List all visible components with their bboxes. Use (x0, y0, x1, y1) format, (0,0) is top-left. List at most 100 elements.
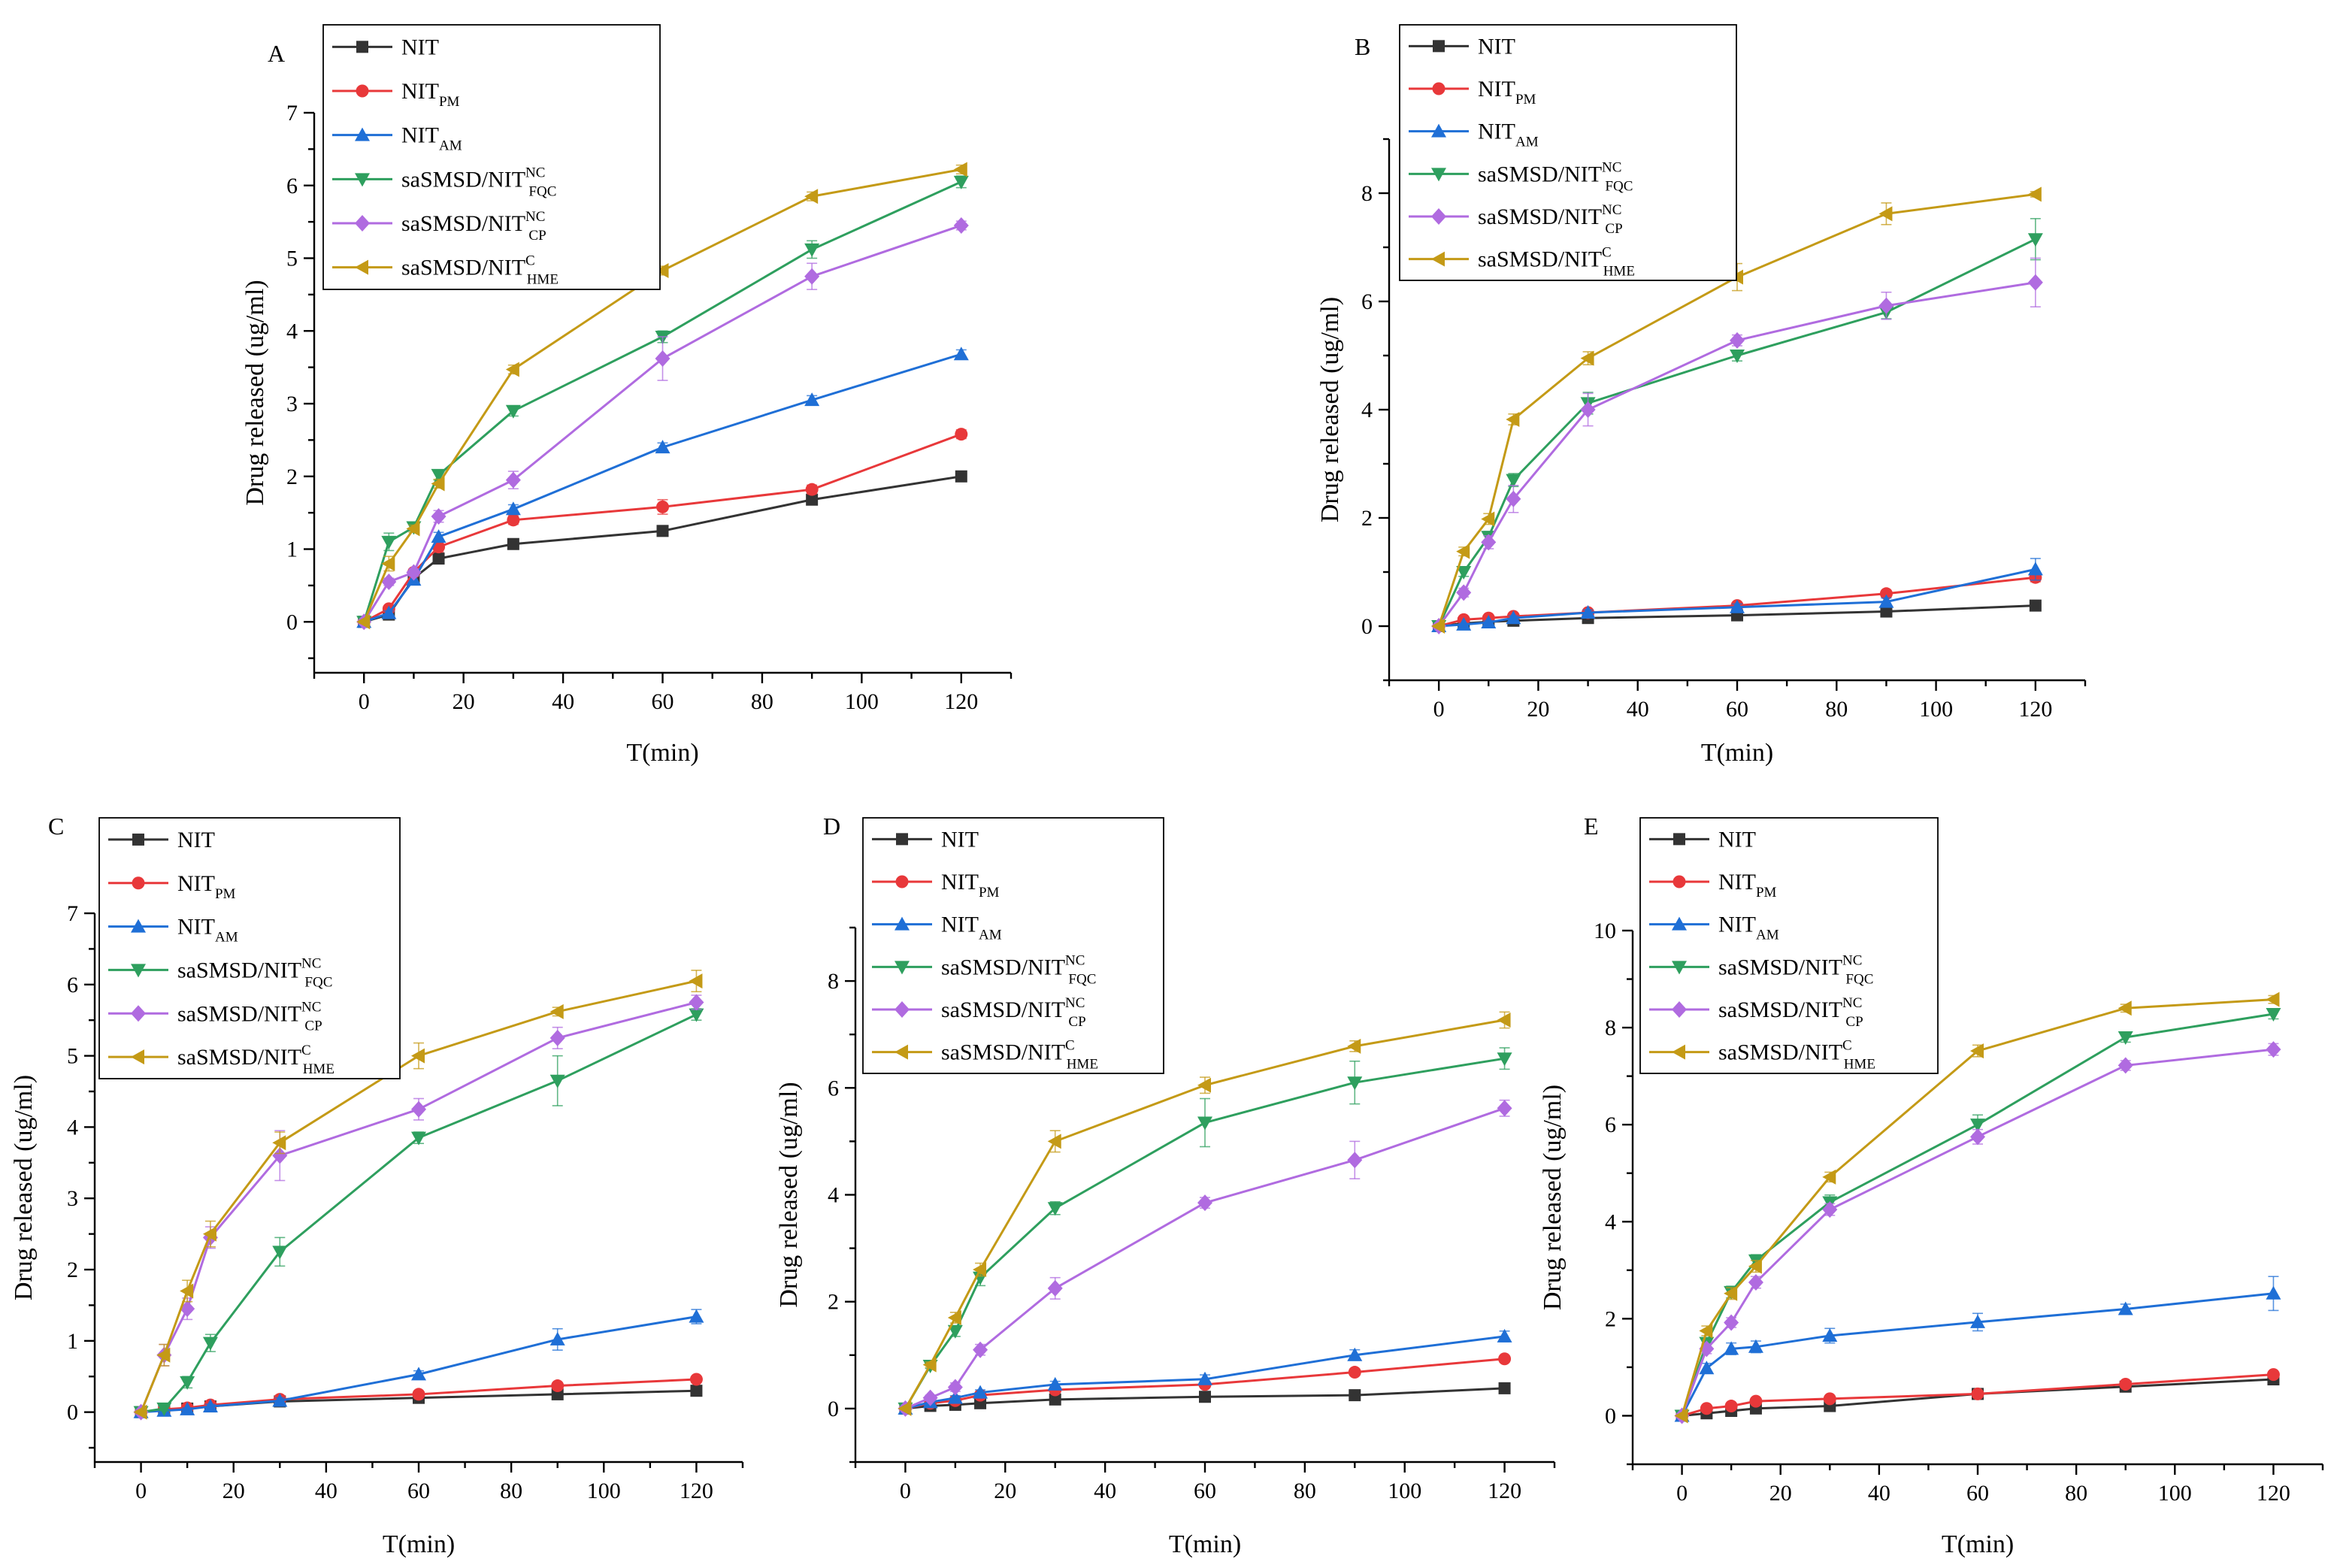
data-point (1197, 1371, 1212, 1385)
data-point (805, 483, 819, 496)
legend-label-base: NIT (1718, 870, 1756, 894)
y-tick-label: 6 (67, 973, 78, 997)
data-point (1497, 1100, 1512, 1117)
legend-marker (1672, 916, 1687, 931)
data-point (406, 564, 422, 581)
legend-label-base: saSMSD/NIT (177, 958, 301, 982)
data-point (922, 1389, 938, 1406)
data-point (656, 525, 669, 537)
x-tick-label: 120 (2018, 697, 2052, 722)
legend-label: saSMSD/NITNC CP (401, 209, 546, 244)
data-point (2118, 1031, 2133, 1045)
legend-marker (895, 875, 909, 888)
x-tick-label: 40 (1627, 697, 1649, 722)
panel-b: 0 20 40 60 80 100 120 0 2 4 6 8 T(min) Drug released … (1316, 24, 2087, 767)
data-point (2266, 1041, 2281, 1058)
data-point (431, 476, 445, 492)
legend-label-sub: PM (1515, 92, 1536, 107)
y-tick-label: 6 (828, 1076, 839, 1100)
legend-label-sub: FQC (304, 974, 332, 990)
data-point (2027, 186, 2042, 202)
data-point (2118, 1000, 2132, 1016)
legend-marker (1431, 251, 1445, 267)
legend-label-base: NIT (941, 870, 979, 894)
x-tick-label: 60 (1966, 1481, 1989, 1506)
data-point (411, 1100, 426, 1118)
legend-label: NITAM (177, 915, 238, 946)
data-point (156, 1402, 172, 1416)
data-point (180, 1401, 195, 1415)
data-point (1497, 1328, 1512, 1342)
data-point (955, 428, 968, 441)
x-tick-label: 120 (680, 1479, 713, 1503)
data-point (1749, 1394, 1763, 1408)
data-point (1730, 331, 1745, 349)
data-point (1970, 1128, 1985, 1146)
data-point (2266, 1285, 2281, 1300)
series-3 (356, 347, 969, 628)
legend-frame (1399, 24, 1737, 281)
data-point (1822, 1201, 1838, 1218)
data-point (1347, 1076, 1363, 1091)
series-5 (1674, 1041, 2281, 1424)
data-point (1349, 1389, 1361, 1402)
legend-frame (1639, 817, 1939, 1074)
panel-c: 0 20 40 60 80 100 120 0 1 2 3 4 5 6 7 T(min) Drug releas… (10, 813, 744, 1558)
legend-label-sub: PM (215, 886, 236, 902)
data-point (549, 1029, 565, 1046)
legend-label: saSMSD/NITC HME (941, 1038, 1098, 1073)
data-point (655, 262, 669, 278)
data-point (2118, 1057, 2133, 1074)
y-tick-label: 0 (286, 610, 298, 634)
data-point (806, 493, 819, 506)
series-6 (1674, 991, 2280, 1424)
data-point (1506, 474, 1521, 488)
data-point (1049, 1393, 1061, 1406)
panel-label: B (1355, 33, 1370, 60)
legend-label-sub: CP (304, 1018, 322, 1034)
legend-marker (1672, 1001, 1687, 1018)
legend-label-base: NIT (941, 913, 979, 937)
data-point (953, 175, 969, 189)
legend-label-sup: NC (301, 999, 321, 1015)
data-point (2266, 1008, 2281, 1022)
legend-label-sub: HME (303, 1061, 335, 1077)
data-point (202, 1399, 218, 1413)
data-point (1878, 594, 1894, 608)
legend-label: NIT (1478, 34, 1515, 59)
data-point (953, 347, 969, 361)
legend-label-sub: HME (527, 272, 559, 288)
data-point (689, 973, 703, 989)
data-point (180, 1376, 195, 1390)
legend-label-sup: NC (525, 165, 545, 180)
legend-label: saSMSD/NITC HME (1478, 245, 1635, 280)
data-point (432, 552, 445, 565)
data-point (381, 555, 395, 571)
legend-label-sub: AM (215, 930, 238, 946)
x-tick-label: 80 (1294, 1479, 1316, 1503)
legend-label: saSMSD/NITC HME (401, 253, 559, 288)
y-tick-label: 2 (67, 1258, 78, 1282)
legend-label-sup: NC (1842, 995, 1862, 1011)
data-point (431, 468, 447, 483)
legend-label-sub: PM (1756, 885, 1777, 901)
y-tick-label: 1 (67, 1329, 78, 1354)
y-tick-label: 1 (286, 537, 298, 562)
legend-label-sub: FQC (1068, 971, 1096, 987)
data-point (1456, 616, 1472, 631)
data-point (655, 440, 671, 454)
x-tick-label: 40 (552, 689, 574, 714)
legend-label-base: NIT (1718, 913, 1756, 937)
data-point (411, 1131, 426, 1146)
legend-marker (1432, 82, 1445, 95)
data-point (973, 1262, 987, 1278)
data-point (656, 500, 669, 513)
legend-marker (895, 1044, 908, 1060)
y-tick-label: 4 (286, 319, 298, 344)
x-tick-label: 0 (1433, 697, 1445, 722)
x-tick-label: 120 (1488, 1479, 1521, 1503)
y-tick-label: 3 (67, 1186, 78, 1211)
legend-frame (98, 817, 401, 1079)
legend-label-base: saSMSD/NIT (1718, 997, 1842, 1022)
